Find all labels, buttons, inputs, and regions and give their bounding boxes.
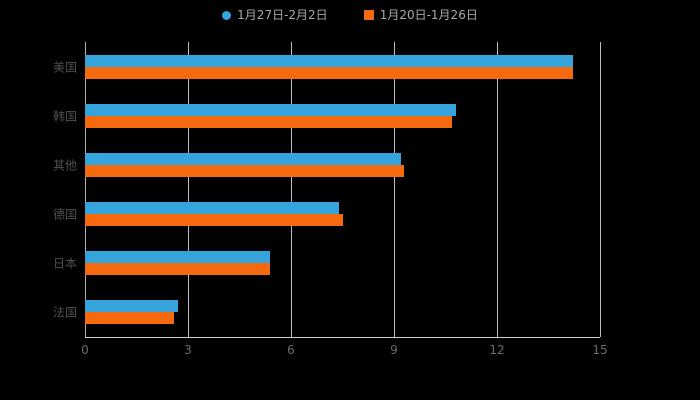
- bar[interactable]: [85, 115, 453, 128]
- bar[interactable]: [85, 54, 573, 67]
- y-axis-line: [85, 42, 86, 337]
- x-tick-label: 15: [592, 343, 608, 357]
- chart-legend: 1月27日-2月2日 1月20日-1月26日: [0, 8, 700, 22]
- bar[interactable]: [85, 263, 271, 276]
- y-axis-label: 法国: [52, 305, 77, 320]
- x-tick-label: 0: [81, 343, 89, 357]
- y-axis-label: 美国: [52, 60, 77, 75]
- bar[interactable]: [85, 66, 573, 79]
- bar[interactable]: [85, 103, 456, 116]
- gridline: [394, 42, 395, 337]
- gridline: [497, 42, 498, 337]
- bar[interactable]: [85, 312, 175, 325]
- x-tick-label: 6: [287, 343, 295, 357]
- legend-circle-marker-icon: [222, 10, 232, 20]
- legend-item-series2[interactable]: 1月20日-1月26日: [363, 8, 478, 22]
- y-axis-label: 韩国: [52, 109, 77, 124]
- bar[interactable]: [85, 214, 343, 227]
- plot-area: [85, 42, 601, 338]
- bar[interactable]: [85, 202, 340, 215]
- bar[interactable]: [85, 164, 405, 177]
- bar[interactable]: [85, 152, 401, 165]
- gridline: [188, 42, 189, 337]
- bar[interactable]: [85, 251, 271, 264]
- gridline: [600, 42, 601, 337]
- x-tick-label: 9: [390, 343, 398, 357]
- y-axis-label: 德国: [52, 207, 77, 222]
- legend-label: 1月20日-1月26日: [379, 8, 478, 22]
- y-axis-label: 其他: [52, 158, 77, 173]
- legend-item-series1[interactable]: 1月27日-2月2日: [222, 8, 328, 22]
- x-tick-label: 3: [184, 343, 192, 357]
- gridline: [291, 42, 292, 337]
- bar[interactable]: [85, 300, 178, 313]
- x-tick-label: 12: [489, 343, 505, 357]
- legend-square-marker-icon: [363, 10, 374, 20]
- legend-label: 1月27日-2月2日: [237, 8, 328, 22]
- y-axis-label: 日本: [52, 256, 77, 271]
